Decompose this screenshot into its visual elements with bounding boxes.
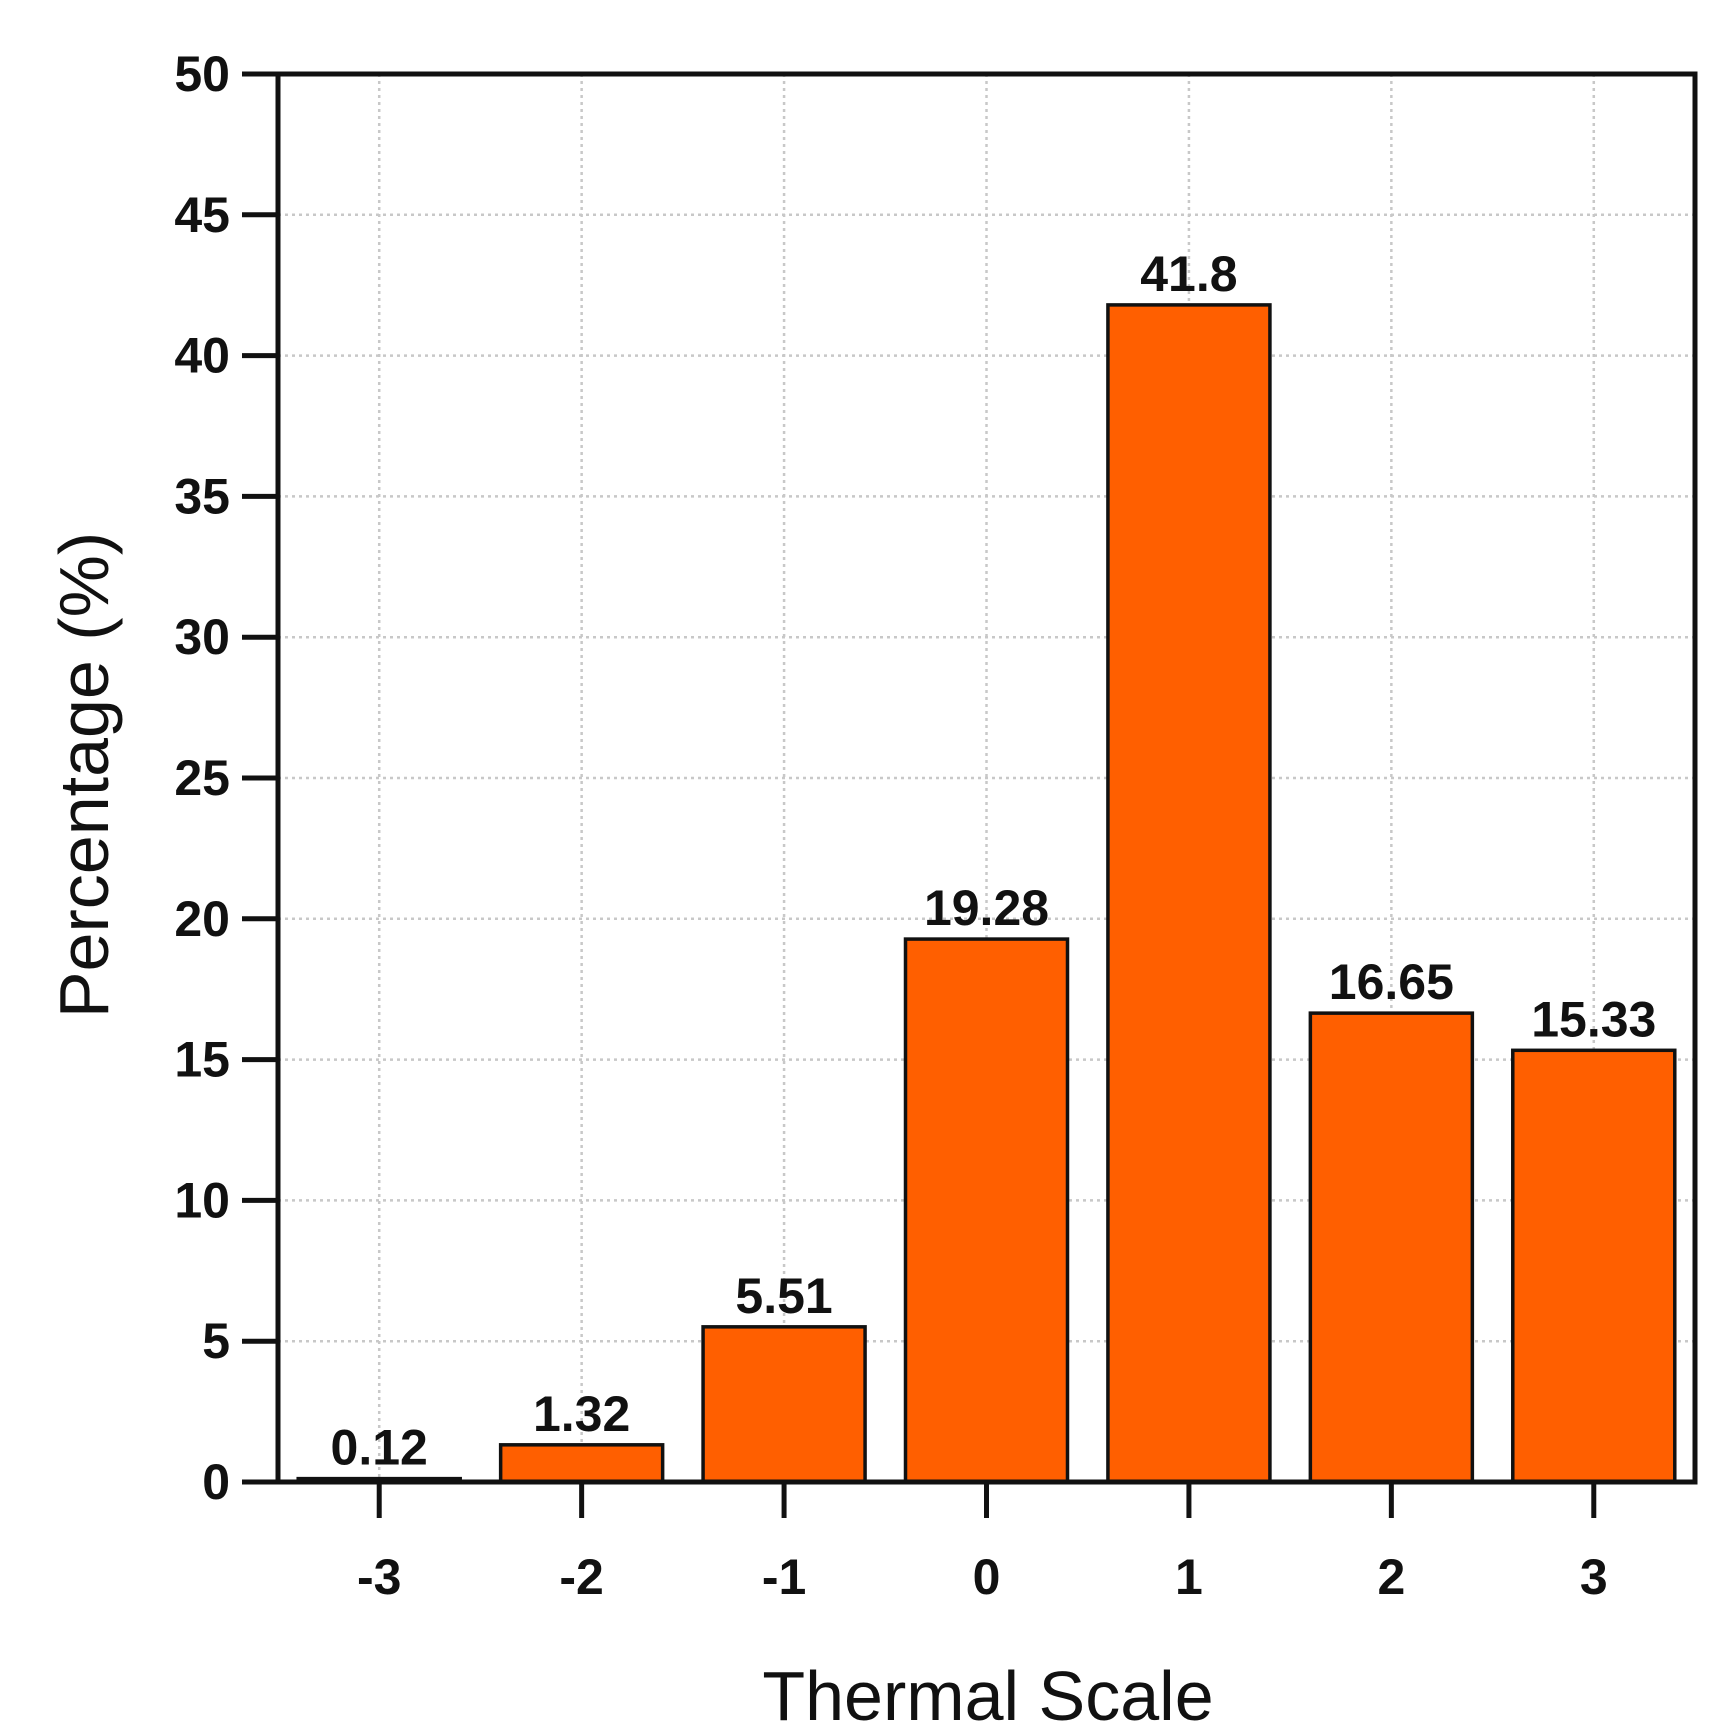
x-tick-label: 3 — [1580, 1549, 1608, 1605]
y-tick-label: 30 — [174, 609, 230, 665]
x-tick-label: 2 — [1377, 1549, 1405, 1605]
y-axis-title: Percentage (%) — [45, 532, 123, 1018]
y-tick-label: 10 — [174, 1172, 230, 1228]
data-label: 1.32 — [533, 1386, 630, 1442]
x-tick-label: 0 — [973, 1549, 1001, 1605]
data-labels: 0.12 1.32 5.51 19.28 41.8 16.65 15.33 — [331, 246, 1657, 1476]
data-label: 15.33 — [1531, 991, 1656, 1047]
data-label: 19.28 — [924, 880, 1049, 936]
y-tick-label: 45 — [174, 187, 230, 243]
data-label: 41.8 — [1140, 246, 1237, 302]
data-label: 5.51 — [735, 1268, 832, 1324]
x-tick-label: 1 — [1175, 1549, 1203, 1605]
y-tick-label: 15 — [174, 1032, 230, 1088]
y-tick-label: 35 — [174, 468, 230, 524]
data-label: 0.12 — [331, 1420, 428, 1476]
y-tick-label: 50 — [174, 46, 230, 102]
bar — [903, 937, 1070, 1484]
ticks: 0 5 10 15 20 25 30 35 40 45 50 -3 -2 -1 0 1 2 3 — [174, 46, 1607, 1605]
bar — [1106, 303, 1272, 1484]
bar — [498, 1443, 665, 1484]
bar — [701, 1325, 867, 1484]
bar — [1308, 1011, 1475, 1484]
x-tick-label: -3 — [357, 1549, 401, 1605]
y-tick-label: 40 — [174, 328, 230, 384]
bars — [296, 303, 1677, 1484]
y-tick-label: 5 — [202, 1313, 230, 1369]
bar — [1511, 1048, 1677, 1484]
y-tick-label: 0 — [202, 1454, 230, 1510]
y-tick-label: 20 — [174, 891, 230, 947]
y-tick-label: 25 — [174, 750, 230, 806]
x-tick-label: -2 — [559, 1549, 603, 1605]
x-axis-title: Thermal Scale — [762, 1657, 1213, 1735]
data-label: 16.65 — [1329, 954, 1454, 1010]
x-tick-label: -1 — [762, 1549, 806, 1605]
